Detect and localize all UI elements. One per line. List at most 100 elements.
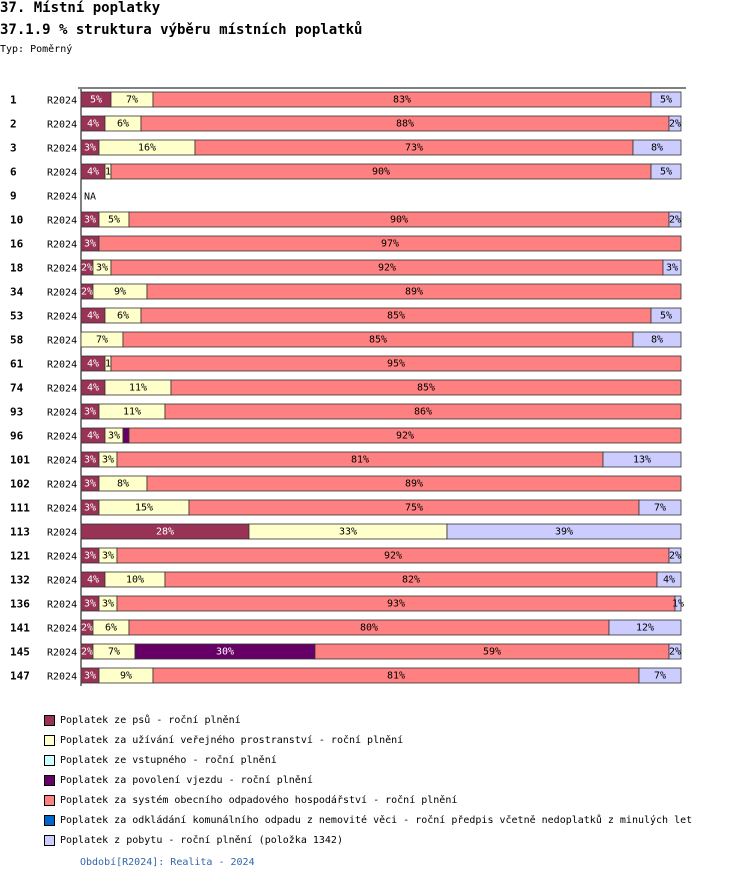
bar-segment-odpad <box>98 235 682 252</box>
data-label: 83% <box>393 95 411 106</box>
data-label: 8% <box>117 479 129 490</box>
data-label: 3% <box>84 407 96 418</box>
data-label: 4% <box>87 119 99 130</box>
row-period-label: R2024 <box>47 624 77 635</box>
row-id-label: 147 <box>10 670 30 683</box>
data-label: 13% <box>633 455 651 466</box>
bar-segment-odpad <box>164 403 682 420</box>
data-label: 7% <box>108 647 120 658</box>
row-period-label: R2024 <box>47 384 77 395</box>
data-label: 4% <box>663 575 675 586</box>
data-label: 92% <box>384 551 402 562</box>
row-period-label: R2024 <box>47 336 77 347</box>
data-label: 3% <box>84 503 96 514</box>
data-label: 80% <box>360 623 378 634</box>
row-period-label: R2024 <box>47 576 77 587</box>
data-label: 4% <box>87 383 99 394</box>
data-label: 3% <box>96 263 108 274</box>
bar-segment-odpad <box>110 355 682 372</box>
data-label: 5% <box>90 95 102 106</box>
data-label: 8% <box>651 335 663 346</box>
bar-segment-pobyt <box>446 523 682 540</box>
data-label: 7% <box>654 671 666 682</box>
bar-segment-pobyt <box>602 451 682 468</box>
row-id-label: 121 <box>10 550 30 563</box>
data-label: 2% <box>81 287 93 298</box>
data-label: 3% <box>84 215 96 226</box>
data-label: 2% <box>81 647 93 658</box>
row-id-label: 2 <box>10 118 17 131</box>
data-label: 8% <box>651 143 663 154</box>
bar-segment-pobyt <box>668 643 682 660</box>
data-label: 7% <box>96 335 108 346</box>
row-period-label: R2024 <box>47 240 77 251</box>
legend-label: Poplatek z pobytu - roční plnění (položk… <box>60 834 343 846</box>
data-label: 4% <box>87 311 99 322</box>
data-label: 3% <box>84 479 96 490</box>
legend-swatch-odpad-nemovite <box>44 814 55 826</box>
data-label: 2% <box>81 623 93 634</box>
data-label: 30% <box>216 647 234 658</box>
bar-segment-odpad <box>128 427 682 444</box>
data-label: 3% <box>102 599 114 610</box>
row-period-label: R2024 <box>47 552 77 563</box>
data-label: 5% <box>660 95 672 106</box>
legend-label: Poplatek za užívání veřejného prostranst… <box>60 734 404 746</box>
data-label: 85% <box>417 383 435 394</box>
data-label: 3% <box>108 431 120 442</box>
bar-segment-pobyt <box>650 91 682 108</box>
data-label: 3% <box>666 263 678 274</box>
bar-segment-pobyt <box>662 259 682 276</box>
bar-segment-pobyt <box>668 115 682 132</box>
bar-segment-odpad <box>146 283 682 300</box>
data-label: 1 <box>105 359 111 370</box>
row-period-label: R2024 <box>47 360 77 371</box>
data-label: 2% <box>669 215 681 226</box>
row-id-label: 136 <box>10 598 30 611</box>
row-id-label: 111 <box>10 502 30 515</box>
data-label: 6% <box>117 119 129 130</box>
stacked-bar-chart: 1 R2024 5% 7% 83% 5%2 R2024 4% 6% 88% 2%3 R2024 3% 16… <box>10 87 686 686</box>
bar-segment-pobyt <box>632 139 682 156</box>
row-period-label: R2024 <box>47 312 77 323</box>
data-label: 81% <box>387 671 405 682</box>
row-id-label: 16 <box>10 238 24 251</box>
legend-label: Poplatek za odkládání komunálního odpadu… <box>60 814 693 826</box>
row-id-label: 6 <box>10 166 17 179</box>
data-label: 9% <box>120 671 132 682</box>
row-period-label: R2024 <box>47 192 77 203</box>
legend-item-vstupne: Poplatek ze vstupného - roční plnění <box>44 750 692 770</box>
data-label: 6% <box>105 623 117 634</box>
row-id-label: 3 <box>10 142 17 155</box>
data-label: 11% <box>123 407 141 418</box>
data-label: 3% <box>84 455 96 466</box>
bar-segment-pobyt <box>638 499 682 516</box>
data-label: 1% <box>672 599 684 610</box>
data-label: 81% <box>351 455 369 466</box>
legend-swatch-verejne <box>44 734 55 746</box>
row-id-label: 141 <box>10 622 30 635</box>
legend-item-vjezd: Poplatek za povolení vjezdu - roční plně… <box>44 770 692 790</box>
legend-swatch-odpad <box>44 794 55 806</box>
row-period-label: R2024 <box>47 120 77 131</box>
na-label: NA <box>84 192 96 203</box>
bar-segment-pobyt <box>656 571 682 588</box>
bar-segment-pobyt <box>674 595 682 612</box>
data-label: 2% <box>669 119 681 130</box>
data-label: 4% <box>87 167 99 178</box>
data-label: 4% <box>87 431 99 442</box>
bar-segment-odpad <box>170 379 682 396</box>
row-id-label: 10 <box>10 214 23 227</box>
data-label: 5% <box>660 167 672 178</box>
legend-label: Poplatek za systém obecního odpadového h… <box>60 794 458 806</box>
bar-segment-pobyt <box>650 307 682 324</box>
data-label: 16% <box>138 143 156 154</box>
legend-swatch-pobyt <box>44 834 55 846</box>
legend-label: Poplatek ze psů - roční plnění <box>60 714 241 726</box>
data-label: 3% <box>84 143 96 154</box>
data-label: 9% <box>114 287 126 298</box>
row-period-label: R2024 <box>47 480 77 491</box>
legend-item-odpad-nemovite: Poplatek za odkládání komunálního odpadu… <box>44 810 692 830</box>
row-period-label: R2024 <box>47 216 77 227</box>
row-id-label: 101 <box>10 454 30 467</box>
